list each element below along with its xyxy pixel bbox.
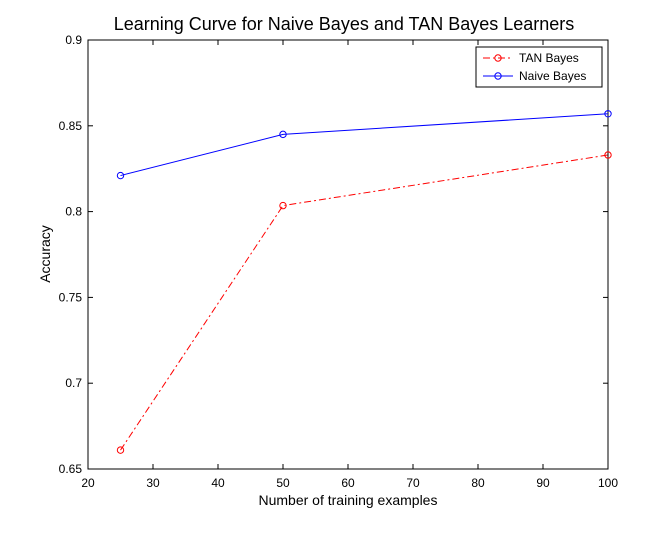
y-tick-label: 0.65: [59, 462, 83, 476]
x-tick-label: 60: [341, 476, 355, 490]
x-tick-label: 100: [598, 476, 618, 490]
y-tick-label: 0.8: [65, 205, 82, 219]
x-axis-label: Number of training examples: [259, 492, 438, 508]
legend-item-tan-bayes: TAN Bayes: [483, 51, 579, 65]
chart-title: Learning Curve for Naive Bayes and TAN B…: [114, 14, 575, 34]
data-point-naive-bayes: [116, 171, 125, 180]
x-tick-label: 50: [276, 476, 290, 490]
legend: TAN Bayes Naive Bayes: [475, 46, 603, 88]
x-tick-label: 80: [471, 476, 485, 490]
series-naive-bayes: [116, 110, 612, 180]
x-tick-label: 20: [81, 476, 95, 490]
x-tick-label: 90: [536, 476, 550, 490]
data-point-tan-bayes: [604, 151, 612, 159]
series-line-tan-bayes: [120, 154, 609, 451]
y-tick-label: 0.85: [59, 119, 83, 133]
legend-swatch-marker: [494, 72, 502, 80]
y-tick-label: 0.9: [65, 33, 82, 47]
series-tan-bayes: [116, 151, 612, 454]
legend-swatch-marker: [494, 54, 502, 62]
series-layer: [116, 110, 612, 454]
data-point-tan-bayes: [116, 446, 125, 454]
legend-box: [475, 46, 603, 88]
ticks: 20 30 40 50 60 70 80 90 100 0.65 0.7 0.75 0.8 0.85 0.9: [59, 33, 619, 490]
legend-item-naive-bayes: Naive Bayes: [483, 69, 586, 83]
y-tick-label: 0.75: [59, 290, 83, 304]
x-tick-label: 40: [211, 476, 225, 490]
x-tick-label: 30: [146, 476, 160, 490]
y-tick-label: 0.7: [65, 376, 82, 390]
x-tick-label: 70: [406, 476, 420, 490]
legend-label: TAN Bayes: [519, 51, 579, 65]
y-axis-label: Accuracy: [37, 225, 53, 283]
plot-frame: [87, 39, 609, 470]
legend-label: Naive Bayes: [519, 69, 586, 83]
legend-items: TAN Bayes Naive Bayes: [483, 51, 586, 83]
data-point-tan-bayes: [279, 201, 287, 210]
data-point-naive-bayes: [604, 110, 612, 118]
data-point-naive-bayes: [279, 130, 287, 139]
series-line-naive-bayes: [120, 113, 609, 177]
